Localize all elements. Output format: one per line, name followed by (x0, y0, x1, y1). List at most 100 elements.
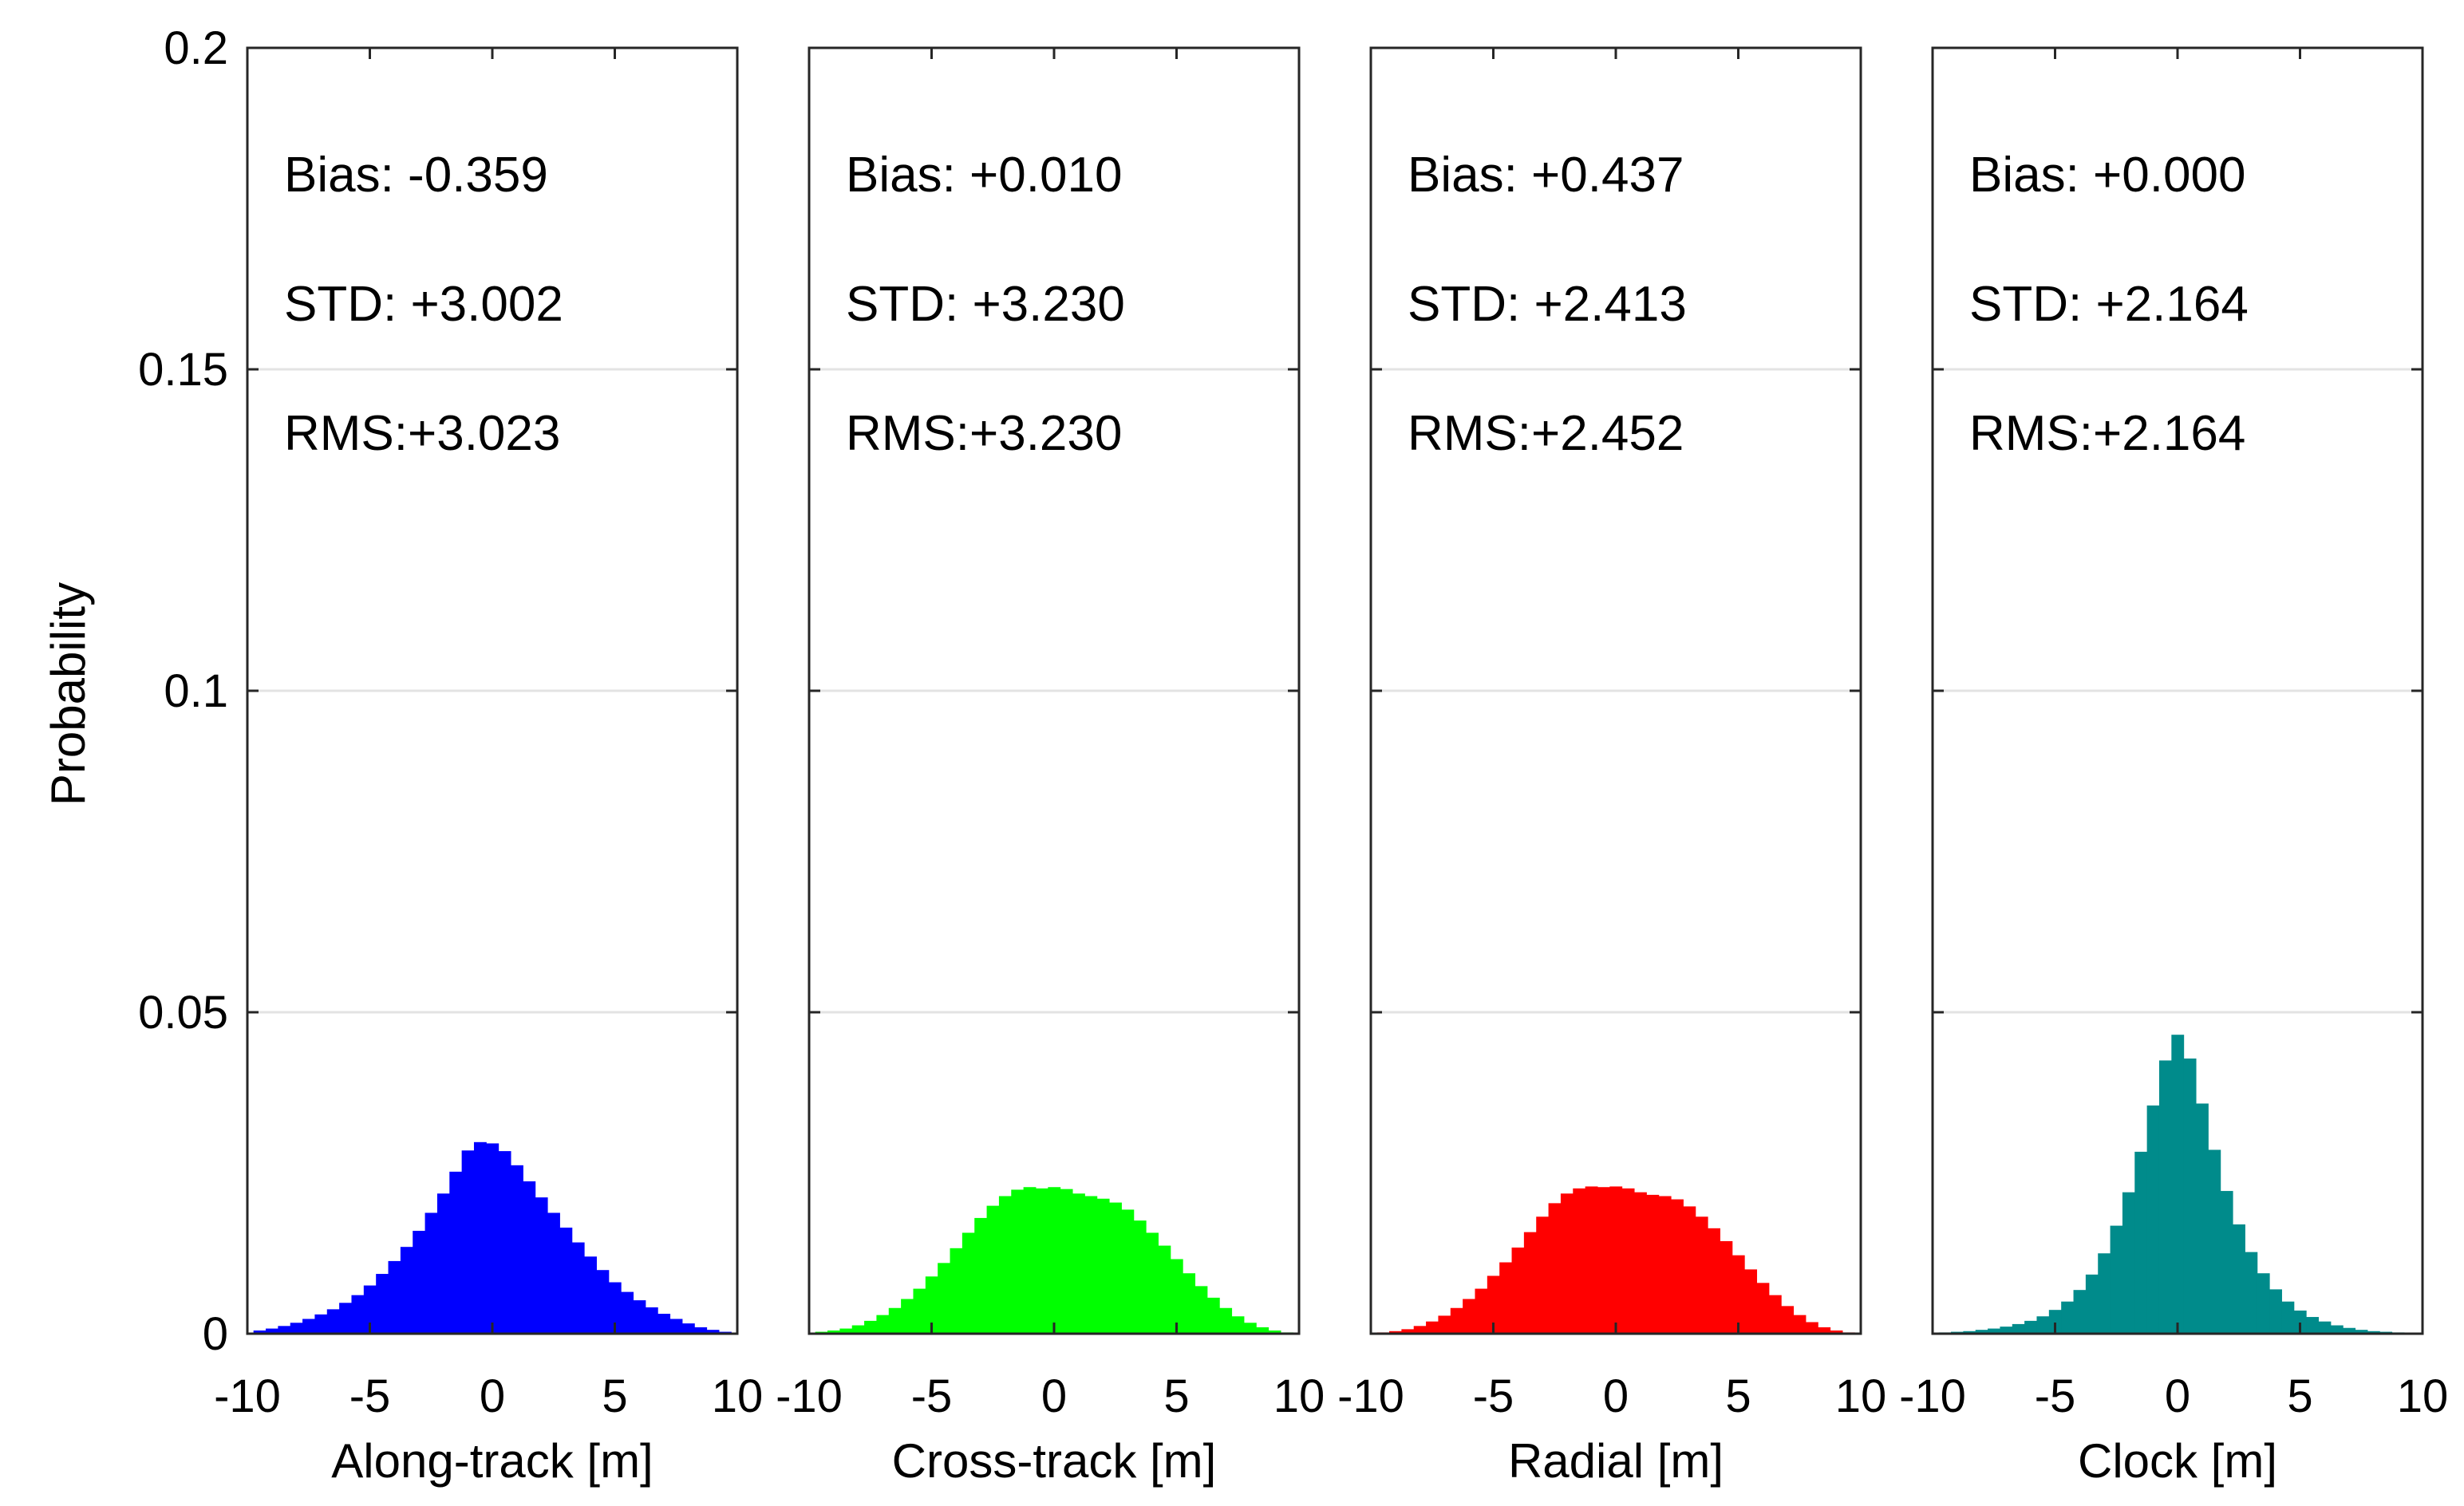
histogram-bar (1060, 1189, 1073, 1334)
std-text: STD: +3.002 (284, 277, 563, 332)
histogram-bar (1072, 1193, 1085, 1334)
histogram-bar (1170, 1259, 1183, 1334)
histogram-bar (1744, 1269, 1758, 1334)
bias-text: Bias: +0.437 (1408, 148, 1684, 203)
histogram-bar (1133, 1220, 1147, 1334)
histogram-bar (888, 1307, 902, 1334)
histogram-bar (694, 1327, 708, 1334)
histogram-bar (1048, 1187, 1061, 1334)
histogram-bar (302, 1319, 315, 1334)
histogram-bar (314, 1314, 328, 1334)
histogram-bar (278, 1326, 291, 1334)
std-text: STD: +2.413 (1408, 277, 1687, 332)
histogram-bar (681, 1323, 695, 1334)
x-tick-label: 5 (2287, 1370, 2312, 1422)
panel-1: 0 0.05 0.1 0.15 0.2 -10 -5 0 5 10 Along-track [m] B… (138, 22, 763, 1488)
rms-text: RMS:+3.230 (846, 406, 1122, 461)
histogram-bar (1389, 1331, 1402, 1334)
histogram-bar (388, 1260, 401, 1334)
x-tick-label: -5 (2035, 1370, 2076, 1422)
histogram-bar (2367, 1331, 2380, 1334)
histogram-bar (621, 1291, 634, 1334)
histogram-bar (424, 1212, 438, 1334)
histogram-bar (2073, 1290, 2087, 1334)
histogram-bar (669, 1319, 683, 1334)
rms-text: RMS:+2.452 (1408, 406, 1684, 461)
histogram-bar (1487, 1275, 1500, 1334)
histogram-bar (1781, 1306, 1795, 1334)
std-text: STD: +3.230 (846, 277, 1125, 332)
histogram-bar (1708, 1228, 1720, 1334)
histogram-bar (1511, 1247, 1525, 1334)
histogram-bar (376, 1274, 389, 1334)
histogram-bar (2306, 1317, 2320, 1334)
histogram-bar (1475, 1288, 1488, 1334)
histogram-bar (1219, 1307, 1233, 1334)
x-tick-label: 10 (1835, 1370, 1887, 1422)
x-tick-label: -10 (776, 1370, 843, 1422)
bias-text: Bias: +0.000 (1969, 148, 2245, 203)
histogram-bar (645, 1307, 658, 1334)
histogram-bars (815, 1187, 1293, 1334)
histogram-bar (2257, 1273, 2270, 1334)
histogram-bar (1011, 1189, 1025, 1334)
x-axis-label: Along-track [m] (331, 1434, 653, 1488)
histogram-bars (253, 1141, 732, 1334)
histogram-bar (326, 1309, 340, 1334)
histogram-bar (1720, 1240, 1733, 1334)
histogram-bar (1183, 1273, 1196, 1334)
histogram-bar (2061, 1301, 2075, 1334)
x-tick-label: 0 (480, 1370, 505, 1422)
x-tick-label: -10 (1899, 1370, 1966, 1422)
histogram-bar (2012, 1323, 2025, 1334)
histogram-bar (1548, 1203, 1562, 1334)
rms-text: RMS:+3.023 (284, 406, 560, 461)
panel-3: -10 -5 0 5 10 Radial [m] Bias: +0.437 STD: +2.4… (1337, 46, 1887, 1488)
y-axis-label: Probability (41, 582, 95, 806)
x-tick-label: -5 (1473, 1370, 1514, 1422)
x-tick-label: 0 (1603, 1370, 1629, 1422)
histogram-bar (839, 1328, 853, 1334)
histogram-bar (1768, 1295, 1782, 1334)
histogram-bar (2208, 1149, 2221, 1334)
histogram-bar (511, 1165, 523, 1334)
histogram-bars (1376, 1186, 1855, 1334)
histogram-bar (1121, 1209, 1135, 1334)
histogram-bar (1146, 1232, 1159, 1334)
histogram-bar (1585, 1186, 1598, 1334)
histogram-bar (938, 1263, 951, 1334)
histogram-bar (2158, 1060, 2172, 1334)
histogram-bar (1096, 1198, 1110, 1334)
histogram-bar (413, 1231, 426, 1334)
histogram-bar (1830, 1330, 1843, 1334)
x-tick-label: 5 (602, 1370, 627, 1422)
histogram-bar (1597, 1187, 1610, 1334)
y-tick-label: 0.15 (138, 344, 228, 396)
histogram-bar (2318, 1321, 2332, 1334)
histogram-bar (2355, 1330, 2368, 1334)
histogram-bar (925, 1276, 938, 1334)
histogram-bar (535, 1197, 548, 1334)
histogram-bar (1818, 1327, 1831, 1334)
histogram-bar (2220, 1191, 2233, 1334)
histogram-bar (1536, 1216, 1550, 1334)
histogram-bar (901, 1299, 914, 1334)
histogram-bar (2024, 1320, 2037, 1334)
x-tick-label: -10 (214, 1370, 281, 1422)
histogram-bar (913, 1288, 926, 1334)
histogram-bar (2000, 1327, 2013, 1334)
bias-text: Bias: -0.359 (284, 148, 548, 203)
histogram-bar (657, 1314, 671, 1334)
histogram-bar (2085, 1274, 2099, 1334)
x-tick-label: 5 (1163, 1370, 1189, 1422)
histogram-bar (1243, 1323, 1257, 1334)
histogram-bar (253, 1330, 267, 1334)
histogram-bar (608, 1282, 622, 1334)
histogram-bar (436, 1193, 450, 1334)
histogram-bar (498, 1151, 511, 1334)
histogram-bar (986, 1205, 1000, 1334)
histogram-bar (2330, 1325, 2344, 1334)
x-axis-label: Radial [m] (1508, 1434, 1724, 1488)
histogram-bar (290, 1323, 303, 1334)
